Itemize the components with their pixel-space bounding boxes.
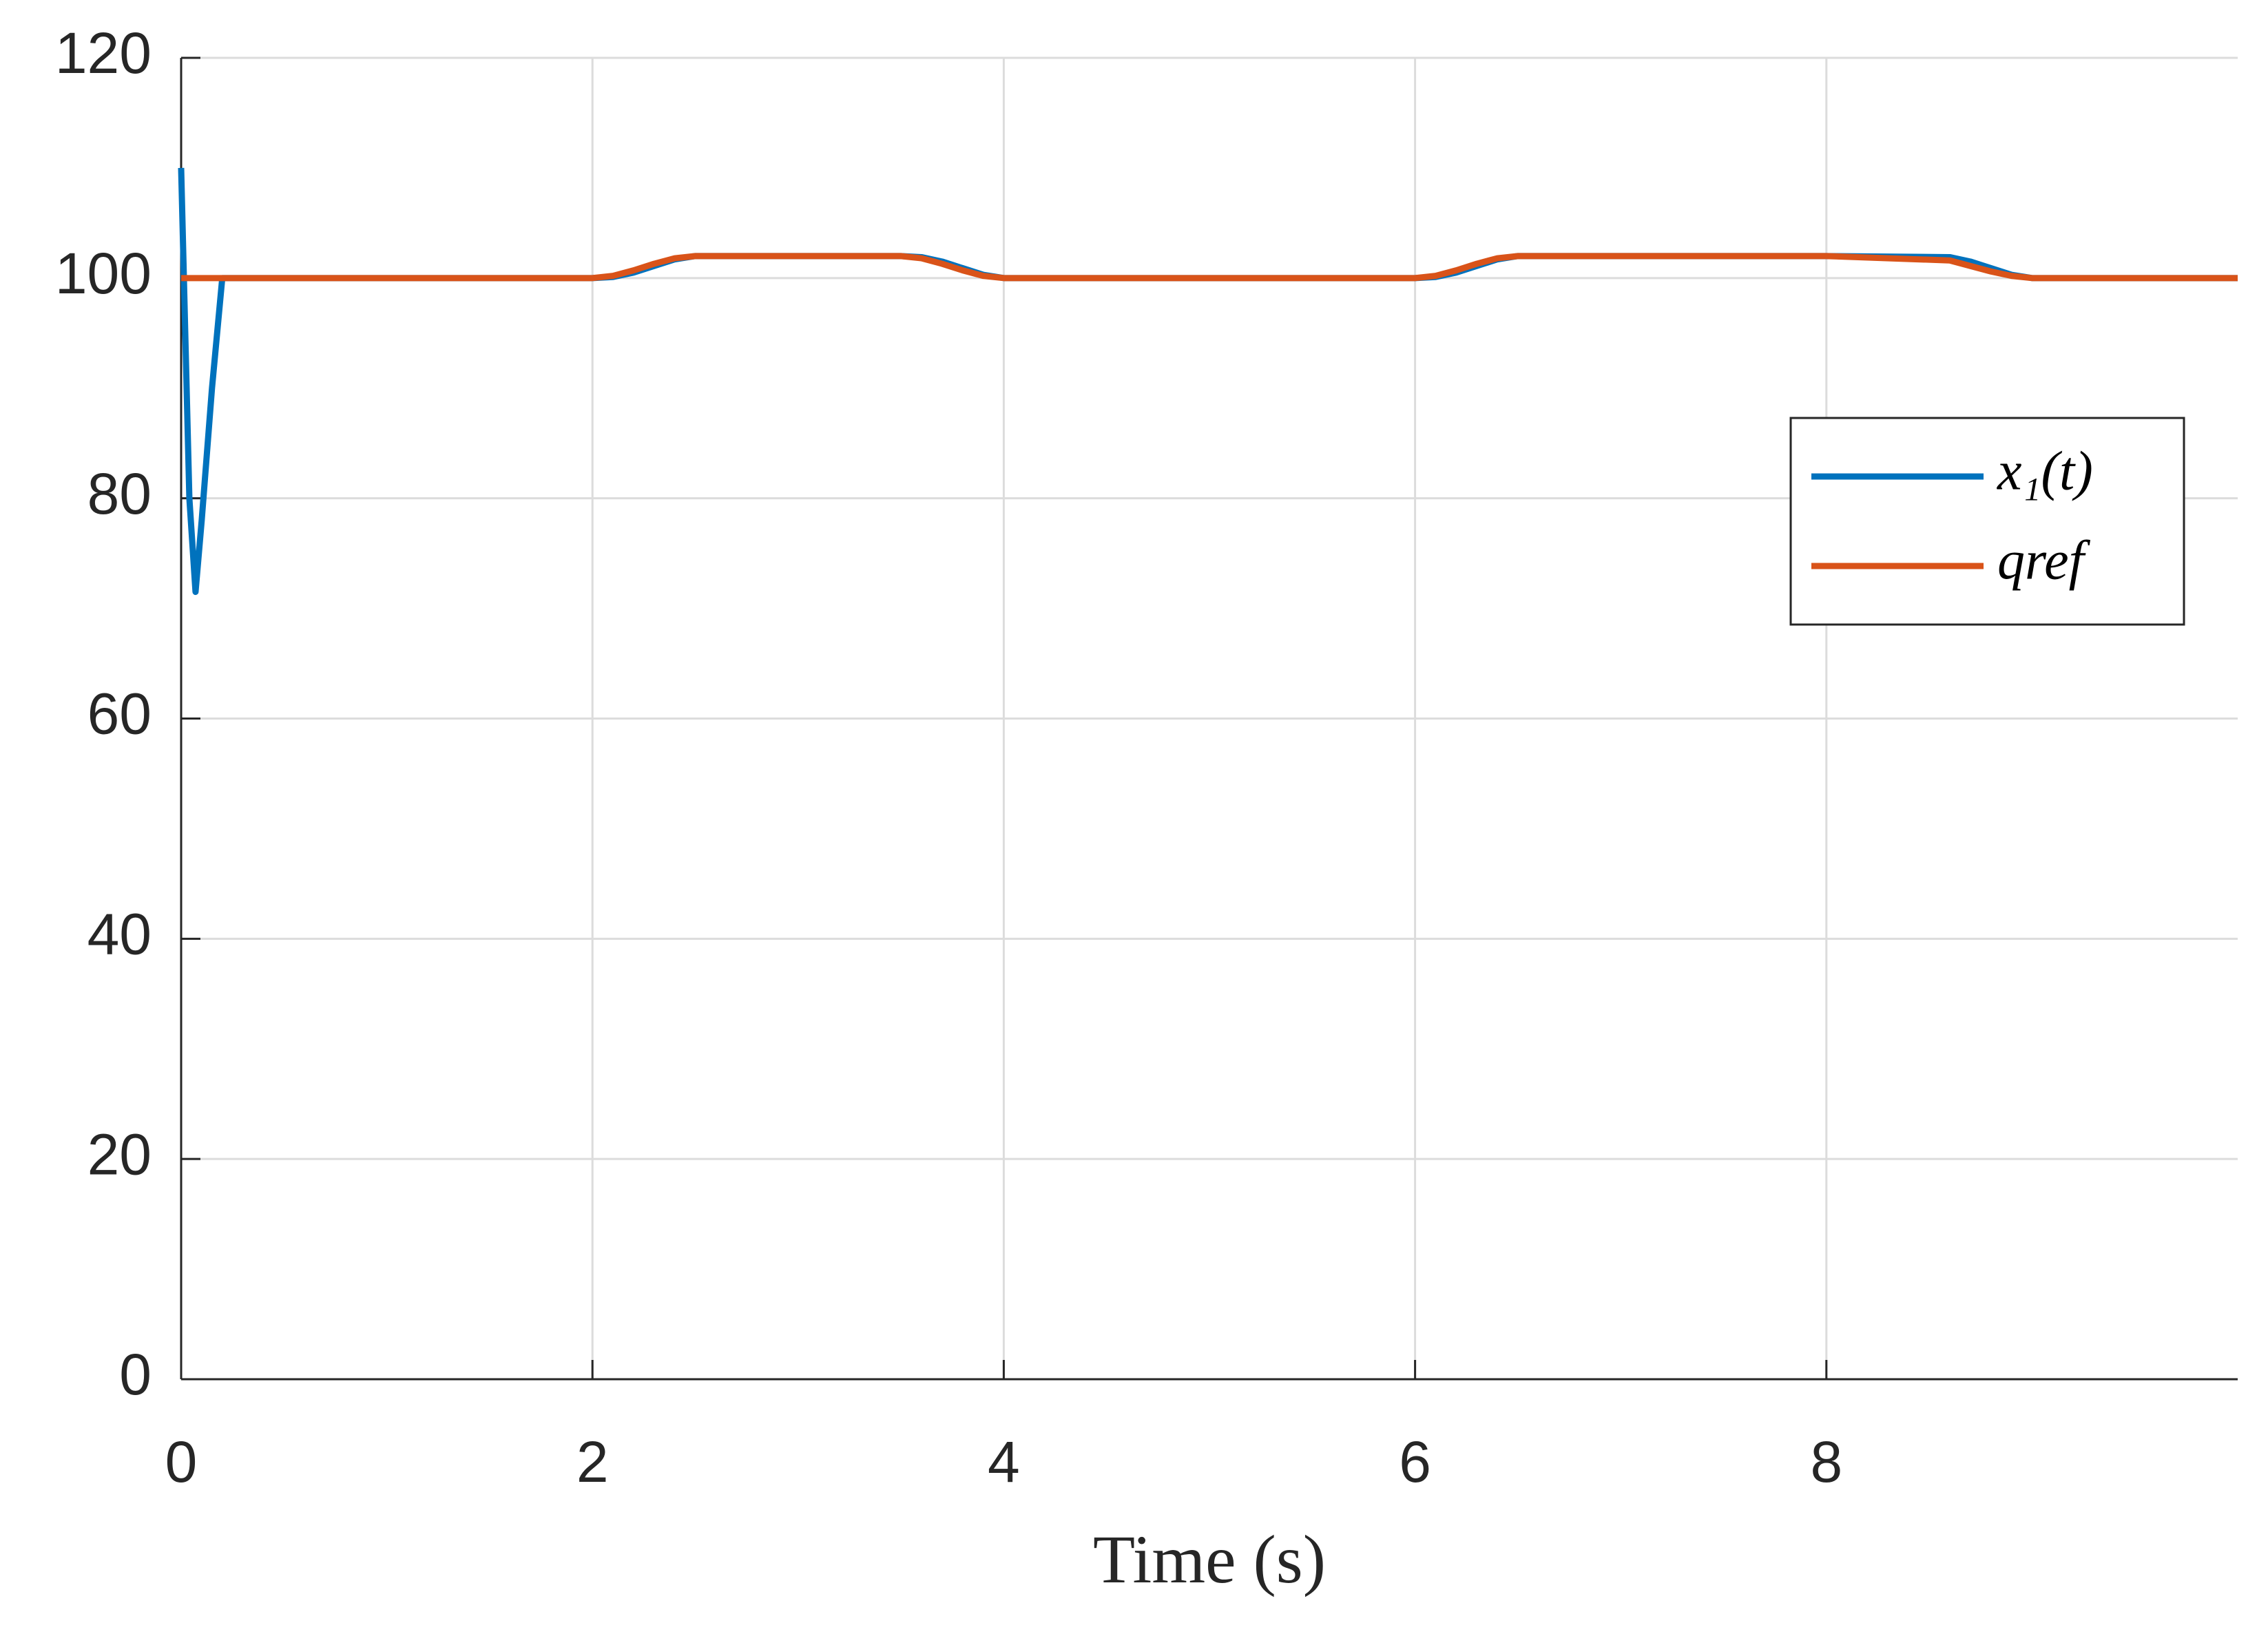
- x-tick-label: 0: [165, 1429, 198, 1494]
- legend-label: qref: [1997, 530, 2091, 591]
- legend-box: [1789, 417, 2185, 626]
- y-tick-label: 80: [87, 461, 152, 526]
- x-axis-label: Time (s): [1093, 1521, 1326, 1598]
- x-tick-label: 2: [576, 1429, 609, 1494]
- y-tick-label: 100: [55, 241, 152, 306]
- legend: x₁(t) qref: [1789, 417, 2185, 626]
- x-tick-label: 4: [988, 1429, 1020, 1494]
- y-tick-label: 0: [119, 1342, 152, 1407]
- x-tick-label: 6: [1399, 1429, 1431, 1494]
- y-tick-label: 20: [87, 1122, 152, 1186]
- data-line: [181, 253, 2238, 282]
- y-tick-label: 40: [87, 902, 152, 967]
- y-tick-label: 60: [87, 682, 152, 746]
- y-tick-label: 120: [55, 21, 152, 85]
- legend-label: x₁(t): [1997, 441, 2093, 501]
- x-tick-label: 8: [1810, 1429, 1842, 1494]
